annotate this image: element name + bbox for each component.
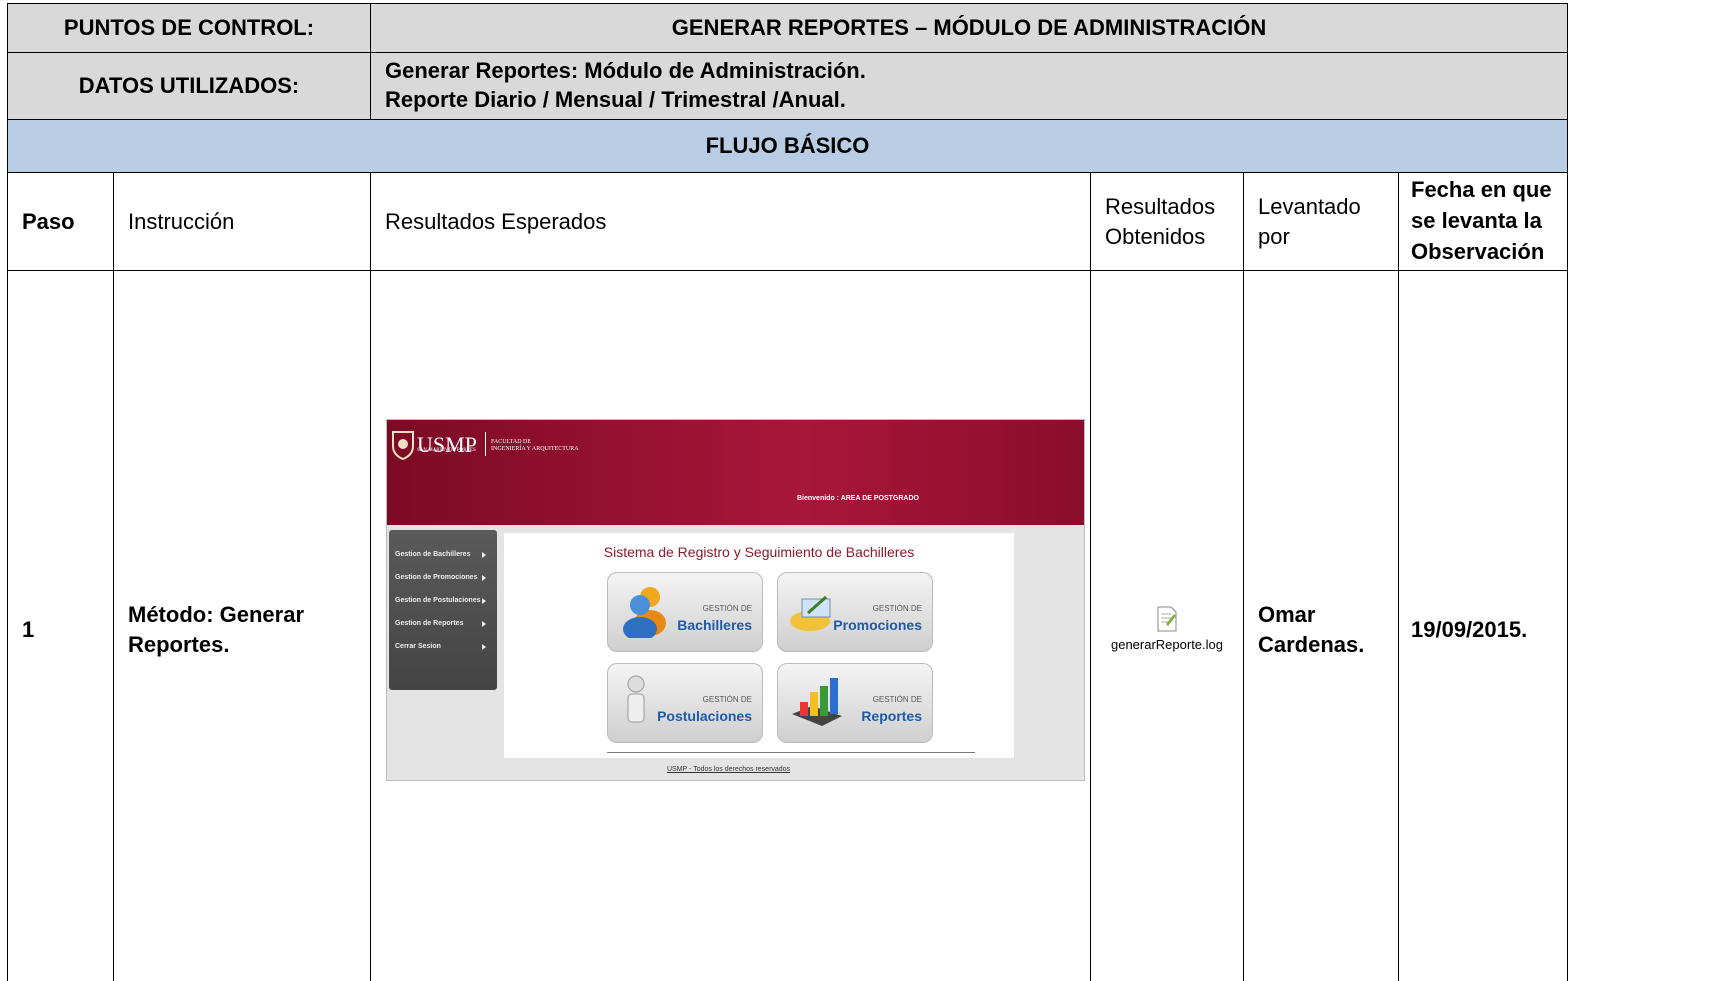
file-icon[interactable]: [1156, 606, 1178, 632]
obtained-cell: generarReporte.log: [1090, 270, 1244, 981]
logo: USMP: [417, 432, 477, 457]
date: 19/09/2015.: [1398, 270, 1568, 981]
faculty: INGENIERÍA Y ARQUITECTURA: [491, 446, 579, 452]
data-value: Generar Reportes: Módulo de Administraci…: [370, 52, 1568, 120]
step: 1: [7, 270, 114, 981]
tile[interactable]: GESTIÓN DE Reportes: [777, 663, 933, 743]
tile[interactable]: GESTIÓN DE Postulaciones: [607, 663, 763, 743]
tile-prefix: GESTIÓN DE: [702, 604, 752, 613]
section-title: FLUJO BÁSICO: [7, 119, 1568, 173]
menu-item[interactable]: Gestion de Bachilleres: [395, 550, 490, 560]
shield-icon: [392, 431, 414, 460]
column-header: Levantado por: [1243, 172, 1399, 271]
tile-name: Promociones: [833, 617, 922, 633]
tile-name: Postulaciones: [657, 708, 752, 724]
column-header: Resultados Obtenidos: [1090, 172, 1244, 271]
instruction: Método: Generar Reportes.: [113, 270, 371, 981]
header-band: [387, 420, 1084, 525]
control-value: GENERAR REPORTES – MÓDULO DE ADMINISTRAC…: [370, 3, 1568, 53]
menu-item[interactable]: Gestion de Promociones: [395, 573, 490, 583]
data-line: Reporte Diario / Mensual / Trimestral /A…: [385, 87, 846, 112]
screenshot: USMP FACULTAD DE SAN MARTIN DE PORRES IN…: [386, 419, 1085, 781]
column-header: Resultados Esperados: [370, 172, 1091, 271]
menu-item[interactable]: Gestion de Reportes: [395, 619, 490, 629]
menu: [389, 530, 497, 690]
column-header: Instrucción: [113, 172, 371, 271]
system-title: Sistema de Registro y Seguimiento de Bac…: [603, 544, 915, 560]
menu-item[interactable]: Gestion de Postulaciones: [395, 596, 490, 606]
data-label: DATOS UTILIZADOS:: [7, 52, 371, 120]
data-line: Generar Reportes: Módulo de Administraci…: [385, 58, 866, 84]
tile-prefix: GESTIÓN DE: [702, 695, 752, 704]
faculty: FACULTAD DE: [491, 439, 532, 445]
footer: USMP - Todos los derechos reservados: [667, 766, 791, 773]
file-name: generarReporte.log: [1110, 636, 1224, 652]
column-header: Fecha en que se levanta la Observación: [1398, 172, 1568, 271]
tile-prefix: GESTIÓN DE: [872, 695, 922, 704]
tile-prefix: GESTIÓN DE: [872, 604, 922, 613]
university: SAN MARTIN DE PORRES: [417, 448, 476, 453]
expected-cell: USMP FACULTAD DE SAN MARTIN DE PORRES IN…: [370, 270, 1091, 981]
tile-name: Bachilleres: [677, 617, 752, 633]
raised-by: Omar Cardenas.: [1243, 270, 1399, 981]
tile[interactable]: GESTIÓN DE Bachilleres: [607, 572, 763, 652]
tile-name: Reportes: [861, 708, 922, 724]
menu-item[interactable]: Cerrar Sesion: [395, 642, 490, 652]
tile[interactable]: GESTIÓN DE Promociones: [777, 572, 933, 652]
control-label: PUNTOS DE CONTROL:: [7, 3, 371, 53]
column-header: Paso: [7, 172, 114, 271]
welcome: Bienvenido : AREA DE POSTGRADO: [797, 495, 919, 502]
